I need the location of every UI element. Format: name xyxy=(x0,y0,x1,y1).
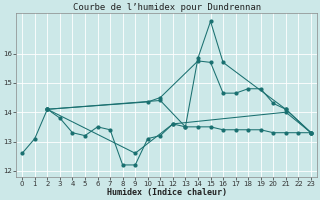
Title: Courbe de l’humidex pour Dundrennan: Courbe de l’humidex pour Dundrennan xyxy=(73,3,261,12)
X-axis label: Humidex (Indice chaleur): Humidex (Indice chaleur) xyxy=(107,188,227,197)
